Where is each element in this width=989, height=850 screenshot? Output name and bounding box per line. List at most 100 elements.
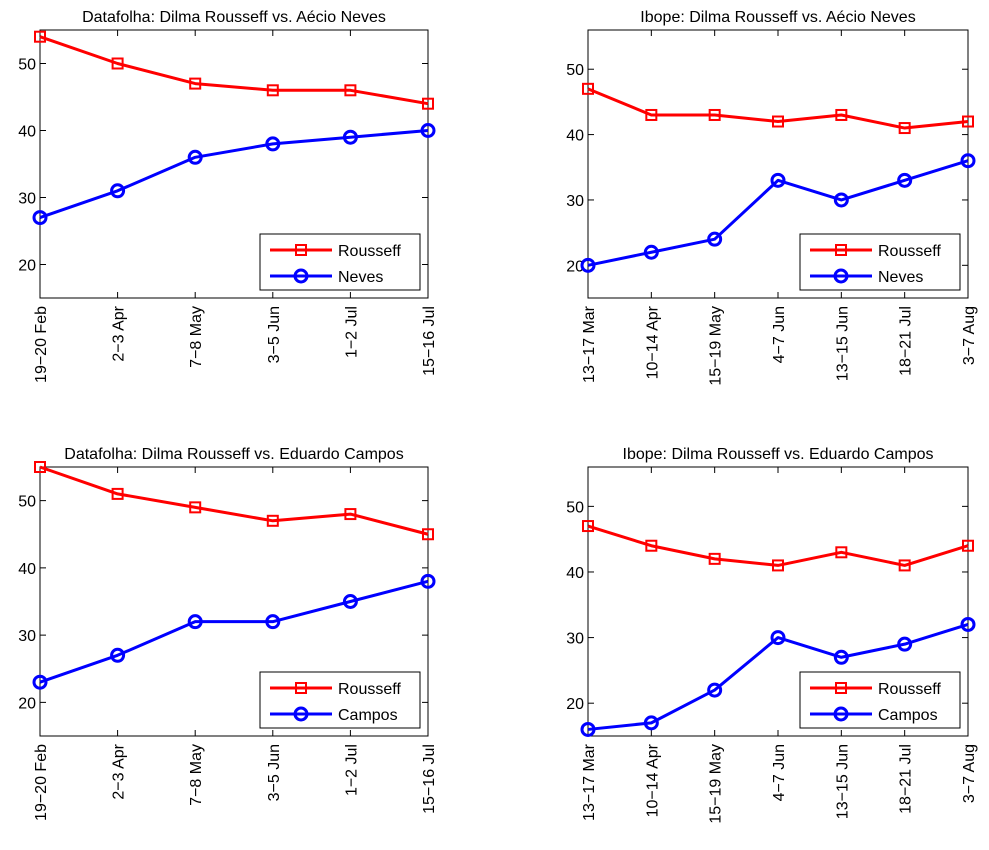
data-point-campos <box>897 636 913 652</box>
chart-title: Datafolha: Dilma Rousseff vs. Eduardo Ca… <box>64 446 403 463</box>
legend: Rousseff Campos <box>259 671 421 729</box>
chart-panel-2: Ibope: Dilma Rousseff vs. Aécio Neves 20 3… <box>566 9 978 386</box>
legend-label-rousseff: Rousseff <box>338 243 401 260</box>
x-tick-label: 3−5 Jun <box>266 744 283 801</box>
x-tick-label: 13−15 Jun <box>834 744 851 819</box>
x-tick-label: 7−8 May <box>188 744 205 806</box>
x-tick-label: 3−7 Aug <box>961 744 978 803</box>
data-point-campos <box>265 614 281 630</box>
series-line-rousseff <box>39 35 429 106</box>
x-tick-label: 2−3 Apr <box>111 743 128 799</box>
legend-box <box>259 671 421 729</box>
x-tick-label: 10−14 Apr <box>644 743 661 817</box>
legend-marker-rousseff <box>835 244 847 256</box>
data-point-rousseff <box>582 82 594 95</box>
series-line-neves <box>587 159 969 267</box>
y-tick-label: 20 <box>566 258 584 275</box>
data-point-campos <box>187 614 203 630</box>
x-tick-label: 13−17 Mar <box>581 305 598 383</box>
x-tick-label: 13−15 Jun <box>834 306 851 381</box>
legend-label-campos: Campos <box>878 707 938 724</box>
y-tick-label: 40 <box>18 561 36 578</box>
data-point-rousseff <box>189 501 202 514</box>
x-tick-label: 18−21 Jul <box>898 744 915 814</box>
data-point-neves <box>960 153 976 169</box>
legend-label-campos: Campos <box>338 707 398 724</box>
chart-panel-3: Datafolha: Dilma Rousseff vs. Eduardo Ca… <box>18 446 438 821</box>
data-point-rousseff <box>111 57 124 70</box>
data-point-neves <box>265 136 281 152</box>
data-point-rousseff <box>34 30 46 43</box>
data-point-rousseff <box>835 546 848 559</box>
data-point-campos <box>342 594 358 609</box>
data-point-rousseff <box>772 559 784 572</box>
y-tick-label: 50 <box>566 499 584 516</box>
data-point-campos <box>32 674 48 690</box>
y-tick-label: 30 <box>18 628 36 645</box>
x-tick-label: 3−7 Aug <box>961 306 978 365</box>
x-tick-label: 15−19 May <box>708 306 725 386</box>
legend-label-neves: Neves <box>878 269 923 286</box>
data-point-neves <box>110 183 126 199</box>
data-point-neves <box>833 192 849 208</box>
data-point-rousseff <box>708 108 721 121</box>
data-point-campos <box>770 630 786 646</box>
data-point-neves <box>707 231 723 247</box>
legend-marker-campos <box>293 706 309 722</box>
y-tick-label: 20 <box>18 695 36 712</box>
data-point-rousseff <box>708 552 721 565</box>
x-tick-label: 7−8 May <box>188 306 205 368</box>
data-point-rousseff <box>898 559 911 572</box>
data-point-rousseff <box>645 539 658 552</box>
data-point-rousseff <box>898 122 911 135</box>
data-point-neves <box>420 123 436 138</box>
y-tick-label: 20 <box>18 258 36 275</box>
x-tick-label: 3−5 Jun <box>266 306 283 363</box>
data-point-neves <box>187 149 203 165</box>
data-point-rousseff <box>582 520 594 533</box>
x-tick-label: 15−16 Jul <box>421 306 438 376</box>
data-point-campos <box>580 721 596 737</box>
series-line-neves <box>39 129 429 220</box>
data-point-neves <box>770 172 786 188</box>
series-line-campos <box>39 579 429 684</box>
x-tick-label: 15−19 May <box>708 744 725 824</box>
data-point-rousseff <box>266 84 279 97</box>
y-tick-label: 40 <box>566 565 584 582</box>
legend: Rousseff Neves <box>259 233 421 291</box>
data-point-neves <box>32 210 48 226</box>
y-tick-label: 50 <box>18 494 36 511</box>
legend-marker-rousseff <box>835 682 847 694</box>
y-tick-label: 30 <box>566 631 584 648</box>
x-tick-label: 18−21 Jul <box>898 306 915 376</box>
y-tick-label: 30 <box>566 193 584 210</box>
data-point-neves <box>897 172 913 188</box>
x-tick-label: 10−14 Apr <box>644 305 661 379</box>
data-point-campos <box>643 715 659 731</box>
data-point-rousseff <box>266 514 279 527</box>
legend-marker-neves <box>833 268 849 284</box>
y-tick-label: 20 <box>566 696 584 713</box>
legend-marker-campos <box>833 706 849 722</box>
data-point-campos <box>420 573 436 589</box>
x-tick-label: 13−17 Mar <box>581 743 598 821</box>
legend-box <box>799 233 961 291</box>
data-point-campos <box>707 682 723 698</box>
series-line-rousseff <box>587 524 969 567</box>
data-point-neves <box>643 244 659 260</box>
legend-box <box>799 671 961 729</box>
data-point-rousseff <box>422 97 434 110</box>
x-tick-label: 4−7 Jun <box>771 306 788 363</box>
x-tick-label: 2−3 Apr <box>111 305 128 361</box>
chart-title: Ibope: Dilma Rousseff vs. Aécio Neves <box>640 9 915 26</box>
legend-label-rousseff: Rousseff <box>878 243 941 260</box>
data-point-rousseff <box>962 115 974 128</box>
legend-label-rousseff: Rousseff <box>878 681 941 698</box>
legend: Rousseff Neves <box>799 233 961 291</box>
x-tick-label: 4−7 Jun <box>771 744 788 801</box>
data-point-rousseff <box>344 508 357 521</box>
x-tick-label: 1−2 Jul <box>343 744 360 796</box>
data-point-campos <box>960 616 976 632</box>
y-tick-label: 40 <box>566 128 584 145</box>
data-point-rousseff <box>111 487 124 500</box>
